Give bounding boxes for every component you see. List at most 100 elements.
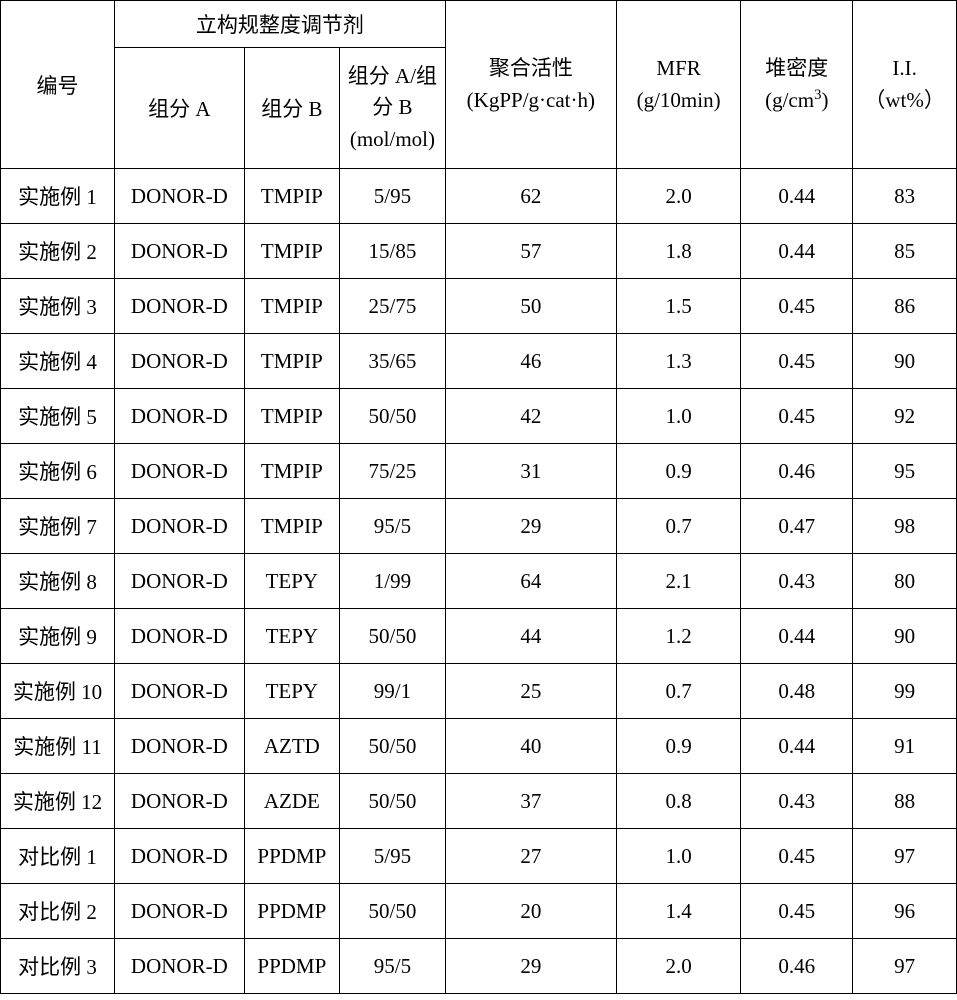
cell-id: 实施例 4 — [1, 334, 115, 389]
cell-activity: 57 — [445, 224, 616, 279]
header-ratio-line2: 分 B — [372, 95, 412, 119]
cell-id: 实施例 12 — [1, 774, 115, 829]
cell-id: 实施例 10 — [1, 664, 115, 719]
cell-density: 0.44 — [741, 719, 853, 774]
header-activity-line2: (KgPP/g·cat·h) — [467, 88, 595, 112]
cell-compB: TMPIP — [244, 224, 339, 279]
col-header-mfr: MFR (g/10min) — [616, 1, 740, 169]
table-row: 实施例 11DONOR-DAZTD50/50400.90.4491 — [1, 719, 957, 774]
cell-density: 0.43 — [741, 554, 853, 609]
cell-ratio: 75/25 — [340, 444, 446, 499]
cell-density: 0.44 — [741, 609, 853, 664]
cell-mfr: 0.9 — [616, 719, 740, 774]
col-header-ratio: 组分 A/组 分 B (mol/mol) — [340, 48, 446, 169]
cell-ii: 91 — [853, 719, 957, 774]
table-row: 实施例 3DONOR-DTMPIP25/75501.50.4586 — [1, 279, 957, 334]
cell-compB: PPDMP — [244, 939, 339, 994]
cell-ratio: 50/50 — [340, 719, 446, 774]
table-row: 实施例 4DONOR-DTMPIP35/65461.30.4590 — [1, 334, 957, 389]
cell-compB: TMPIP — [244, 169, 339, 224]
cell-ratio: 15/85 — [340, 224, 446, 279]
cell-compA: DONOR-D — [115, 334, 245, 389]
cell-ii: 86 — [853, 279, 957, 334]
cell-density: 0.48 — [741, 664, 853, 719]
cell-ratio: 50/50 — [340, 774, 446, 829]
data-table: 编号 立构规整度调节剂 聚合活性 (KgPP/g·cat·h) MFR (g/1… — [0, 0, 957, 994]
cell-compA: DONOR-D — [115, 829, 245, 884]
table-row: 实施例 7DONOR-DTMPIP95/5290.70.4798 — [1, 499, 957, 554]
cell-id: 实施例 9 — [1, 609, 115, 664]
cell-compB: PPDMP — [244, 829, 339, 884]
cell-mfr: 2.0 — [616, 939, 740, 994]
cell-activity: 46 — [445, 334, 616, 389]
header-activity-line1: 聚合活性 — [489, 56, 573, 80]
col-header-group-regulator: 立构规整度调节剂 — [115, 1, 446, 48]
cell-id: 实施例 2 — [1, 224, 115, 279]
cell-compA: DONOR-D — [115, 719, 245, 774]
cell-id: 实施例 7 — [1, 499, 115, 554]
table-row: 实施例 6DONOR-DTMPIP75/25310.90.4695 — [1, 444, 957, 499]
cell-mfr: 1.8 — [616, 224, 740, 279]
table-body: 实施例 1DONOR-DTMPIP5/95622.00.4483实施例 2DON… — [1, 169, 957, 994]
cell-mfr: 1.0 — [616, 389, 740, 444]
cell-ii: 88 — [853, 774, 957, 829]
table-row: 实施例 9DONOR-DTEPY50/50441.20.4490 — [1, 609, 957, 664]
header-density-line2: (g/cm3) — [765, 88, 828, 112]
cell-mfr: 0.8 — [616, 774, 740, 829]
cell-id: 实施例 3 — [1, 279, 115, 334]
cell-compA: DONOR-D — [115, 444, 245, 499]
cell-ratio: 35/65 — [340, 334, 446, 389]
header-ii-line1: I.I. — [892, 56, 917, 80]
cell-density: 0.45 — [741, 884, 853, 939]
header-mfr-line2: (g/10min) — [637, 88, 721, 112]
cell-ratio: 50/50 — [340, 884, 446, 939]
cell-compB: PPDMP — [244, 884, 339, 939]
cell-mfr: 0.7 — [616, 664, 740, 719]
cell-mfr: 2.0 — [616, 169, 740, 224]
col-header-id: 编号 — [1, 1, 115, 169]
header-mfr-line1: MFR — [656, 56, 700, 80]
cell-density: 0.47 — [741, 499, 853, 554]
cell-ratio: 5/95 — [340, 829, 446, 884]
cell-id: 实施例 6 — [1, 444, 115, 499]
table-row: 实施例 12DONOR-DAZDE50/50370.80.4388 — [1, 774, 957, 829]
cell-compA: DONOR-D — [115, 884, 245, 939]
cell-mfr: 0.9 — [616, 444, 740, 499]
cell-compB: TEPY — [244, 554, 339, 609]
cell-compA: DONOR-D — [115, 774, 245, 829]
cell-density: 0.45 — [741, 279, 853, 334]
cell-mfr: 1.0 — [616, 829, 740, 884]
cell-ratio: 50/50 — [340, 389, 446, 444]
cell-activity: 29 — [445, 939, 616, 994]
cell-compA: DONOR-D — [115, 224, 245, 279]
cell-id: 实施例 5 — [1, 389, 115, 444]
cell-activity: 27 — [445, 829, 616, 884]
header-ratio-line1: 组分 A/组 — [348, 64, 437, 88]
col-header-ii: I.I. （wt%） — [853, 1, 957, 169]
cell-mfr: 0.7 — [616, 499, 740, 554]
cell-compA: DONOR-D — [115, 499, 245, 554]
cell-density: 0.43 — [741, 774, 853, 829]
cell-compA: DONOR-D — [115, 279, 245, 334]
cell-activity: 31 — [445, 444, 616, 499]
cell-compA: DONOR-D — [115, 609, 245, 664]
table-row: 对比例 2DONOR-DPPDMP50/50201.40.4596 — [1, 884, 957, 939]
cell-id: 实施例 1 — [1, 169, 115, 224]
cell-ratio: 25/75 — [340, 279, 446, 334]
cell-ii: 97 — [853, 939, 957, 994]
cell-mfr: 1.5 — [616, 279, 740, 334]
cell-mfr: 1.4 — [616, 884, 740, 939]
cell-mfr: 1.3 — [616, 334, 740, 389]
cell-compA: DONOR-D — [115, 664, 245, 719]
cell-mfr: 2.1 — [616, 554, 740, 609]
cell-activity: 42 — [445, 389, 616, 444]
cell-ii: 90 — [853, 334, 957, 389]
cell-ratio: 99/1 — [340, 664, 446, 719]
cell-density: 0.44 — [741, 224, 853, 279]
cell-density: 0.44 — [741, 169, 853, 224]
cell-activity: 44 — [445, 609, 616, 664]
cell-activity: 25 — [445, 664, 616, 719]
cell-activity: 37 — [445, 774, 616, 829]
header-density-line1: 堆密度 — [765, 56, 828, 80]
cell-ratio: 50/50 — [340, 609, 446, 664]
